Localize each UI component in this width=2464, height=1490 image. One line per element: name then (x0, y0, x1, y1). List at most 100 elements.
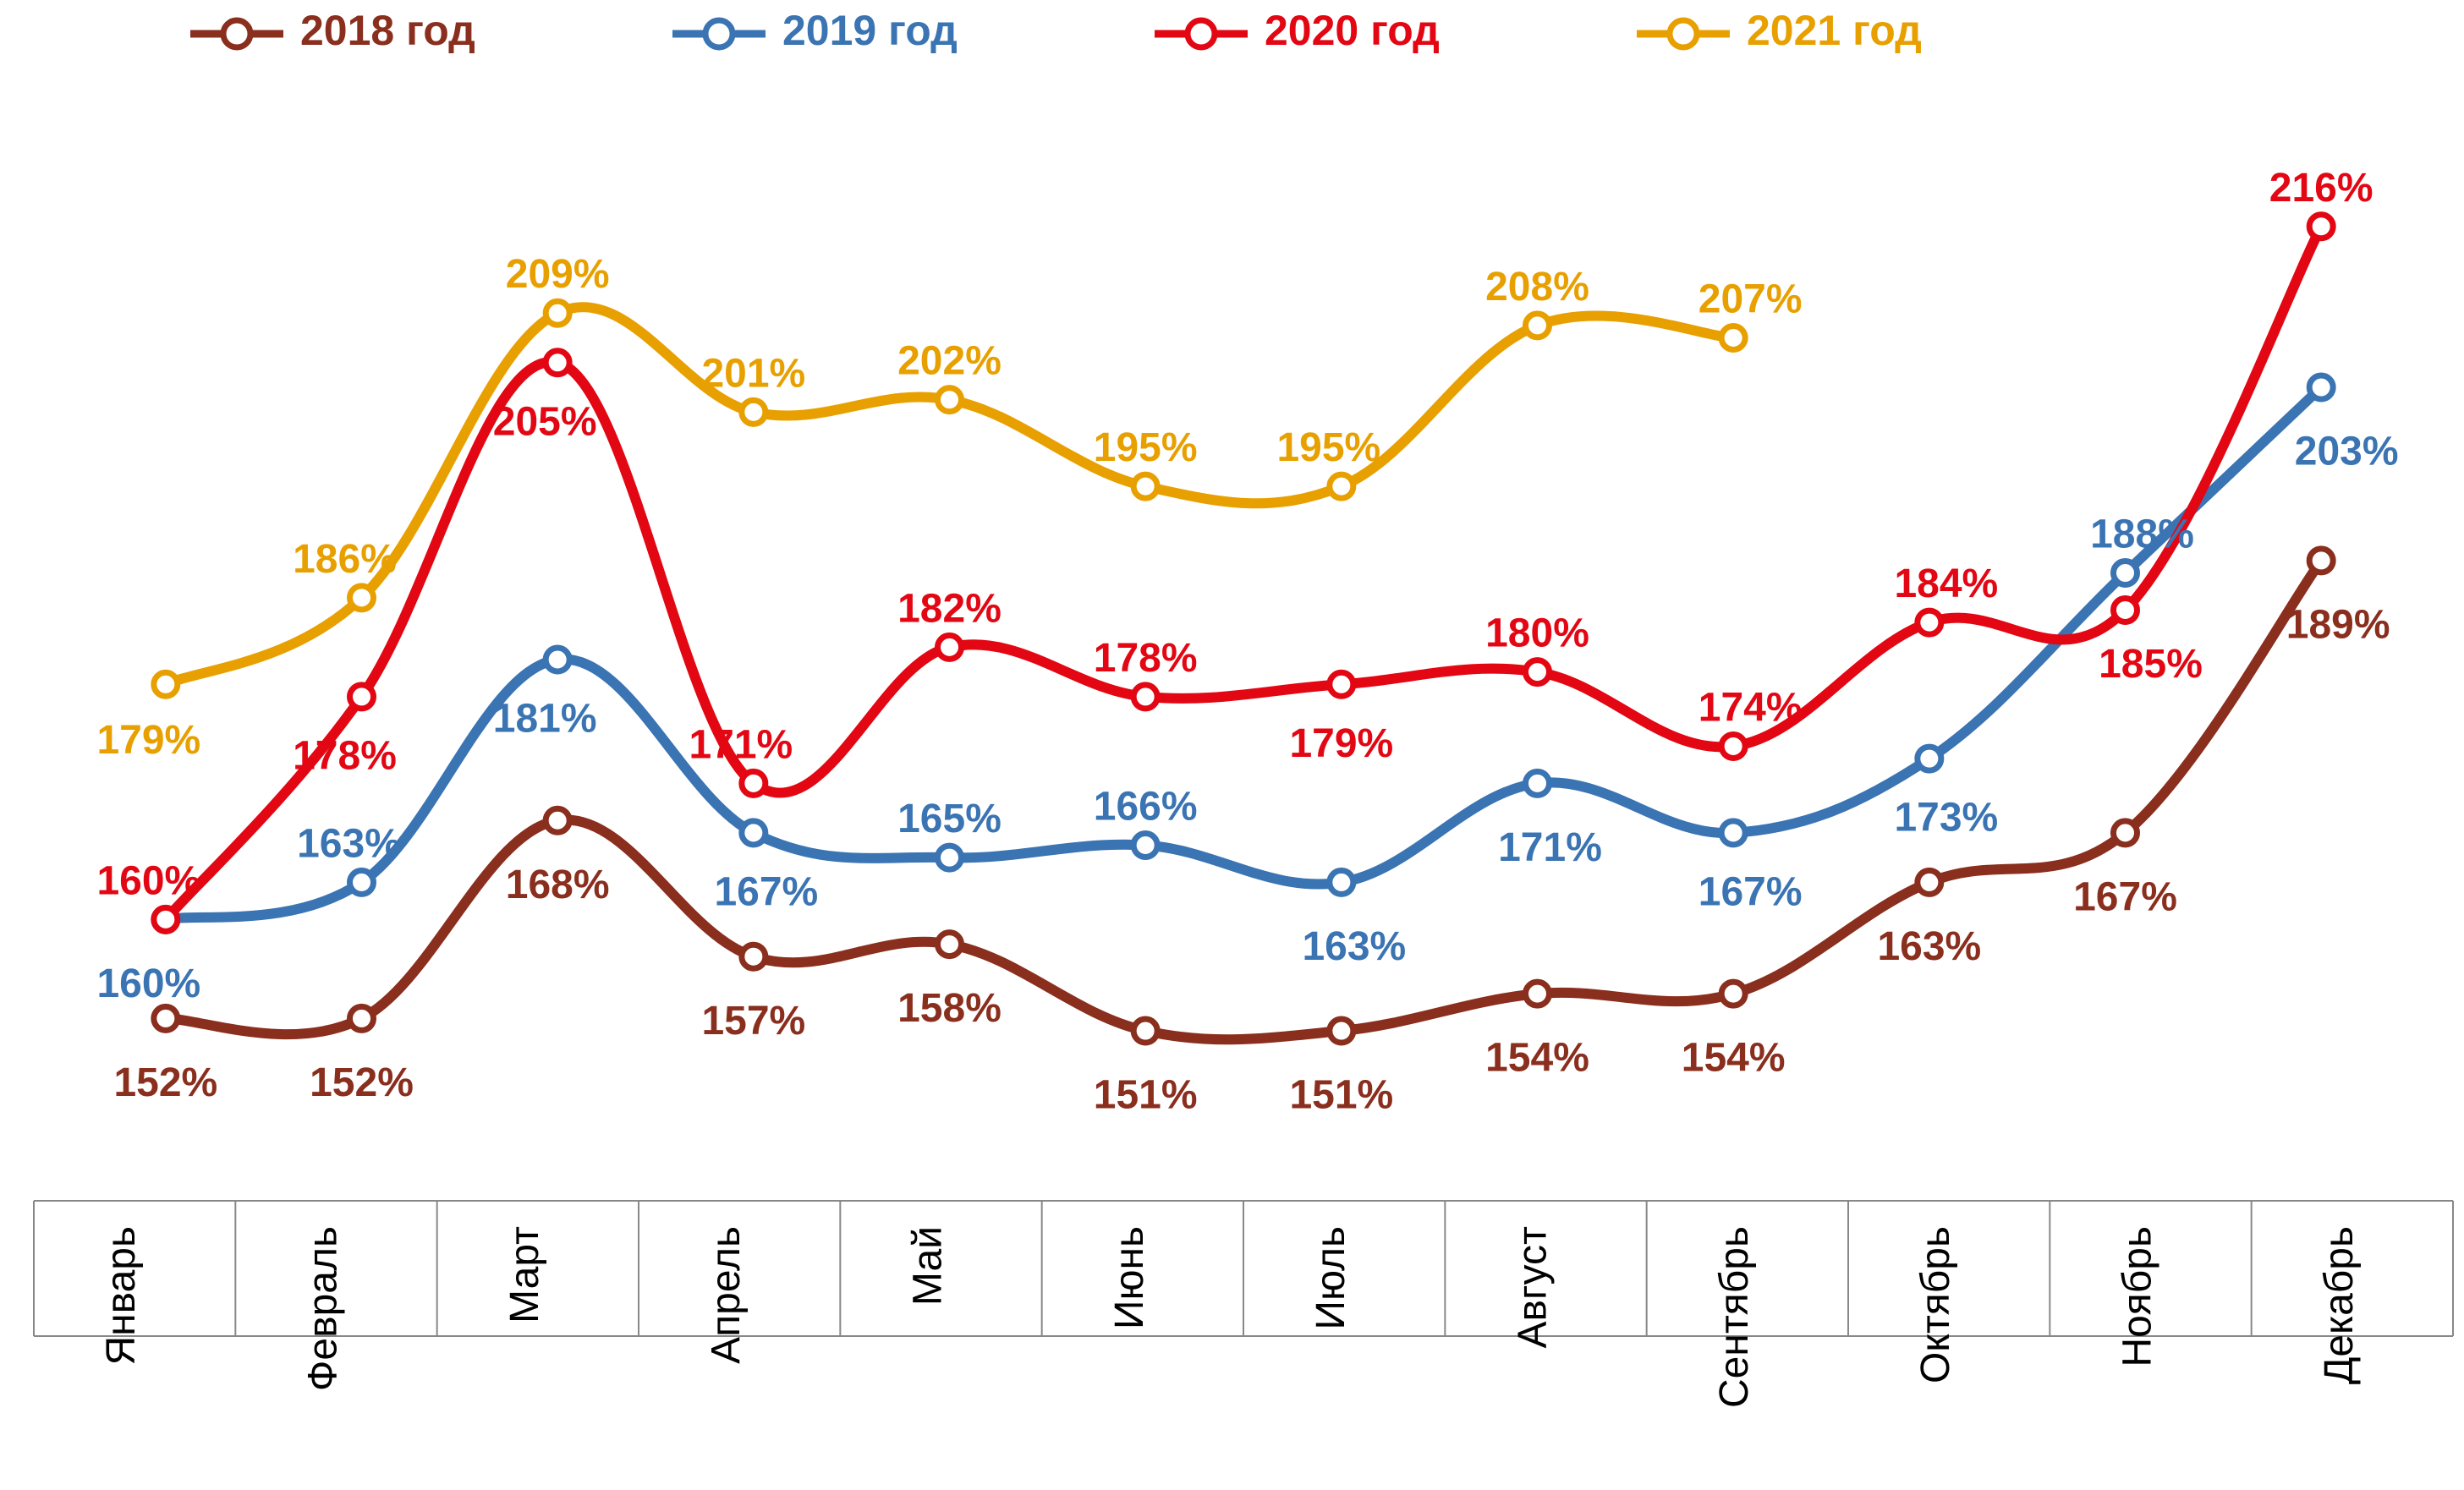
data-label: 208% (1485, 265, 1589, 310)
data-label: 188% (2090, 512, 2194, 557)
x-axis-label: Июнь (1107, 1226, 1152, 1329)
data-label: 186% (293, 537, 397, 582)
data-label: 160% (96, 858, 200, 903)
data-marker (1133, 834, 1157, 857)
data-marker (350, 870, 374, 894)
data-label: 151% (1289, 1073, 1393, 1118)
data-marker (1721, 821, 1745, 845)
data-label: 180% (1485, 611, 1589, 656)
data-marker (2114, 821, 2137, 845)
data-label: 195% (1094, 425, 1198, 470)
data-label: 178% (1094, 636, 1198, 681)
data-marker (1330, 870, 1353, 894)
legend-label: 2018 год (300, 7, 475, 54)
data-label: 174% (1698, 685, 1803, 730)
x-axis-label: Июль (1309, 1226, 1353, 1329)
legend-label: 2021 год (1747, 7, 1922, 54)
data-label: 182% (897, 586, 1002, 631)
data-marker (1526, 314, 1550, 337)
data-marker (1330, 1019, 1353, 1043)
data-marker (2114, 598, 2137, 622)
data-marker (350, 586, 374, 610)
data-label: 167% (2073, 874, 2177, 919)
chart-container: 152%152%168%157%158%151%151%154%154%163%… (0, 0, 2464, 1490)
data-marker (1918, 747, 1941, 770)
data-marker (1721, 734, 1745, 758)
data-label: 168% (506, 863, 610, 907)
data-marker (938, 933, 962, 956)
data-label: 202% (897, 339, 1002, 384)
data-marker (2309, 215, 2333, 238)
data-marker (154, 1006, 178, 1030)
data-label: 158% (897, 986, 1002, 1031)
data-marker (938, 635, 962, 659)
data-label: 160% (96, 961, 200, 1006)
data-label: 157% (701, 999, 805, 1044)
x-axis-label: Январь (99, 1226, 144, 1366)
data-marker (1330, 474, 1353, 498)
data-label: 179% (96, 718, 200, 763)
data-marker (350, 685, 374, 709)
x-axis-label: Февраль (301, 1226, 346, 1391)
data-label: 184% (1894, 561, 1998, 606)
data-label: 166% (1094, 785, 1198, 830)
data-marker (938, 846, 962, 869)
legend-marker (705, 20, 733, 47)
data-marker (546, 301, 569, 325)
data-marker (742, 821, 766, 845)
data-label: 167% (1698, 869, 1803, 914)
x-axis-label: Сентябрь (1712, 1226, 1757, 1408)
x-axis-label: Декабрь (2317, 1226, 2362, 1384)
data-marker (350, 1006, 374, 1030)
x-axis-label: Август (1511, 1226, 1556, 1348)
data-marker (1918, 870, 1941, 894)
x-axis-label: Октябрь (1913, 1226, 1958, 1383)
data-marker (1526, 660, 1550, 684)
data-label: 195% (1276, 425, 1380, 470)
line-chart: 152%152%168%157%158%151%151%154%154%163%… (0, 0, 2464, 1490)
x-axis-label: Март (502, 1226, 547, 1323)
x-axis-label: Апрель (704, 1226, 749, 1364)
data-label: 207% (1698, 277, 1803, 322)
data-marker (1330, 672, 1353, 696)
data-label: 189% (2286, 603, 2390, 648)
x-axis-label: Ноябрь (2116, 1226, 2160, 1367)
data-marker (546, 648, 569, 671)
data-label: 165% (897, 797, 1002, 841)
data-marker (1133, 474, 1157, 498)
data-marker (546, 351, 569, 375)
legend-label: 2019 год (782, 7, 958, 54)
x-axis-label: Май (906, 1226, 951, 1306)
data-marker (742, 771, 766, 795)
data-label: 163% (1302, 924, 1406, 969)
legend-marker (1670, 20, 1697, 47)
data-marker (1721, 326, 1745, 350)
data-marker (742, 400, 766, 424)
legend-label: 2020 год (1265, 7, 1440, 54)
data-marker (154, 907, 178, 931)
data-label: 167% (714, 869, 818, 914)
data-marker (546, 808, 569, 832)
data-label: 205% (493, 399, 597, 444)
data-label: 163% (1877, 924, 1981, 969)
data-marker (2309, 549, 2333, 572)
data-marker (1526, 771, 1550, 795)
data-marker (1526, 982, 1550, 1005)
legend-marker (1188, 20, 1215, 47)
data-marker (2309, 375, 2333, 399)
data-label: 173% (1894, 796, 1998, 841)
data-label: 178% (293, 733, 397, 778)
data-label: 171% (1498, 825, 1602, 870)
data-label: 152% (113, 1060, 217, 1105)
data-marker (1133, 685, 1157, 709)
data-label: 185% (2099, 642, 2203, 687)
data-label: 154% (1485, 1036, 1589, 1081)
data-marker (154, 672, 178, 696)
legend-marker (223, 20, 250, 47)
data-label: 181% (493, 697, 597, 742)
data-label: 201% (701, 351, 805, 396)
data-marker (1721, 982, 1745, 1005)
data-label: 179% (1289, 721, 1393, 766)
data-marker (2114, 561, 2137, 585)
data-marker (1918, 611, 1941, 634)
